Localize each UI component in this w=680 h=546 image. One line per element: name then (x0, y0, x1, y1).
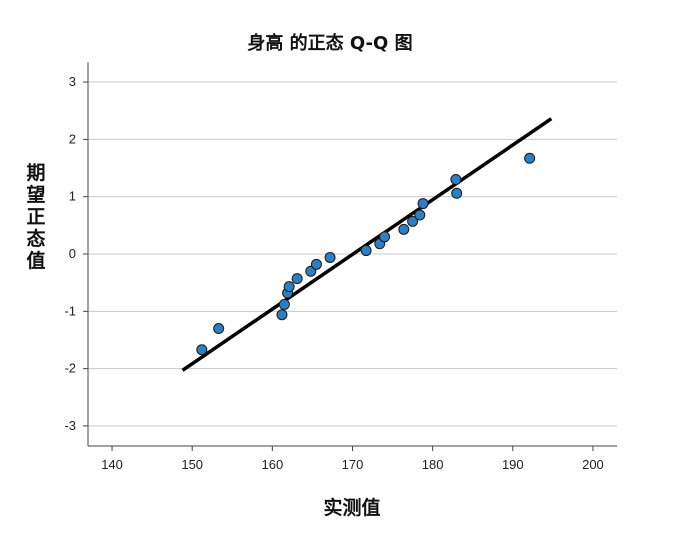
x-tick-label: 160 (261, 457, 283, 472)
data-point (379, 231, 391, 243)
data-point (324, 251, 336, 263)
y-tick-label: -1 (64, 303, 76, 318)
y-tick-labels: 3 2 1 0 -1 -2 -3 (64, 74, 76, 433)
y-tick-label: 3 (69, 74, 76, 89)
x-tick-label: 190 (502, 457, 524, 472)
data-point (196, 344, 208, 356)
data-point (407, 215, 419, 227)
chart-title: 身高 的正态 Q-Q 图 (247, 32, 412, 54)
reference-line-group (181, 117, 553, 372)
y-tick-label: -3 (64, 418, 76, 433)
y-tick-label: 0 (69, 246, 76, 261)
data-point (414, 209, 426, 221)
data-point (524, 152, 536, 164)
x-tick-label: 140 (101, 457, 123, 472)
x-tick-label: 200 (582, 457, 604, 472)
x-tick-label: 170 (342, 457, 364, 472)
data-point (291, 273, 303, 285)
data-point (278, 298, 290, 310)
x-tick-labels: 140 150 160 170 180 190 200 (101, 457, 604, 472)
x-axis-title: 实测值 (323, 496, 380, 519)
data-point (398, 223, 410, 235)
data-points (196, 152, 536, 356)
axes (83, 62, 617, 451)
data-point (450, 173, 462, 185)
data-point (276, 309, 288, 321)
y-axis-title: 期望正态值 (26, 162, 45, 272)
y-tick-label: 1 (69, 189, 76, 204)
y-tick-label: 2 (69, 131, 76, 146)
x-tick-label: 180 (422, 457, 444, 472)
x-tick-label: 150 (181, 457, 203, 472)
data-point (213, 323, 225, 335)
reference-line (181, 117, 553, 372)
data-point (417, 198, 429, 210)
data-point (451, 187, 463, 199)
data-point (360, 245, 372, 257)
gridlines (88, 81, 617, 427)
y-tick-label: -2 (64, 361, 76, 376)
data-point (310, 258, 322, 270)
data-point (283, 281, 295, 293)
